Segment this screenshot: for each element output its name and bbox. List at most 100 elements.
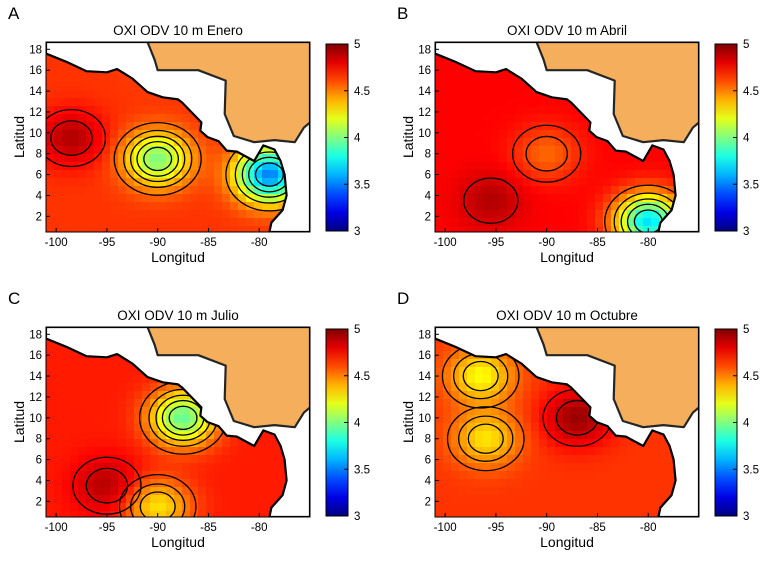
heatmap-cell xyxy=(539,479,548,488)
heatmap-cell xyxy=(515,391,524,400)
heatmap-cell xyxy=(158,114,167,123)
heatmap-cell xyxy=(54,106,63,115)
heatmap-cell xyxy=(467,210,476,219)
heatmap-cell xyxy=(595,495,604,504)
heatmap-cell xyxy=(515,503,524,512)
colorbar-tick-label: 3 xyxy=(743,511,749,523)
heatmap-cell xyxy=(238,210,247,219)
heatmap-cell xyxy=(270,447,279,456)
heatmap-cell xyxy=(102,74,111,83)
heatmap-cell xyxy=(166,463,175,472)
heatmap-cell xyxy=(547,439,556,448)
heatmap-cell xyxy=(78,122,87,131)
heatmap-cell xyxy=(238,186,247,195)
heatmap-cell xyxy=(515,186,524,195)
heatmap-cell xyxy=(94,487,103,496)
heatmap-cell xyxy=(102,98,111,107)
heatmap-cell xyxy=(78,447,87,456)
caribbean-field xyxy=(535,42,699,144)
heatmap-cell xyxy=(62,447,71,456)
heatmap-cell xyxy=(174,218,183,227)
heatmap-cell xyxy=(198,439,207,448)
heatmap-cell xyxy=(531,495,540,504)
heatmap-cell xyxy=(262,186,271,195)
heatmap-cell xyxy=(475,74,484,83)
heatmap-cell xyxy=(166,439,175,448)
heatmap-cell xyxy=(262,495,271,504)
heatmap-cell xyxy=(587,178,596,187)
heatmap-cell xyxy=(539,391,548,400)
heatmap-cell xyxy=(110,423,119,432)
y-tick-label: 12 xyxy=(418,107,431,119)
heatmap-cell xyxy=(246,218,255,227)
heatmap-cell xyxy=(150,194,159,203)
heatmap-cell xyxy=(483,186,492,195)
heatmap-cell xyxy=(459,162,468,171)
heatmap-cell xyxy=(531,503,540,512)
heatmap-cell xyxy=(435,343,444,352)
heatmap-cell xyxy=(230,162,239,171)
heatmap-cell xyxy=(499,455,508,464)
heatmap-cell xyxy=(659,154,668,163)
heatmap-cell xyxy=(230,447,239,456)
heatmap-cell xyxy=(507,146,516,155)
heatmap-cell xyxy=(491,218,500,227)
heatmap-cell xyxy=(587,202,596,211)
heatmap-cell xyxy=(118,391,127,400)
heatmap-cell xyxy=(102,162,111,171)
heatmap-cell xyxy=(563,106,572,115)
heatmap-cell xyxy=(174,138,183,147)
heatmap-cell xyxy=(515,194,524,203)
heatmap-cell xyxy=(214,202,223,211)
contour-line xyxy=(85,467,129,504)
heatmap-cell xyxy=(459,351,468,360)
heatmap-cell xyxy=(435,122,444,131)
heatmap-cell xyxy=(70,226,79,232)
heatmap-cell xyxy=(102,503,111,512)
heatmap-cell xyxy=(46,487,55,496)
panel-a: A OXI ODV 10 m Enero -100 -95 -90 -85 -80 2 4 6 8 1… xyxy=(0,0,389,285)
heatmap-cell xyxy=(54,375,63,384)
heatmap-cell xyxy=(563,423,572,432)
x-tick-label: -90 xyxy=(149,237,166,249)
heatmap-cell xyxy=(102,154,111,163)
heatmap-cell xyxy=(603,194,612,203)
heatmap-cell xyxy=(531,407,540,416)
heatmap-cell xyxy=(230,463,239,472)
heatmap-cell xyxy=(142,146,151,155)
heatmap-cell xyxy=(62,503,71,512)
heatmap-cell xyxy=(459,218,468,227)
heatmap-cell xyxy=(134,511,143,517)
heatmap-cell xyxy=(110,471,119,480)
heatmap-cell xyxy=(483,503,492,512)
heatmap-cell xyxy=(555,162,564,171)
heatmap-cell xyxy=(531,170,540,179)
heatmap-cell xyxy=(539,162,548,171)
heatmap-cell xyxy=(491,186,500,195)
heatmap-cell xyxy=(627,194,636,203)
heatmap-cell xyxy=(531,415,540,424)
heatmap-cell xyxy=(110,178,119,187)
heatmap-cell xyxy=(46,138,55,147)
heatmap-cell xyxy=(483,375,492,384)
heatmap-cell xyxy=(507,383,516,392)
heatmap-cell xyxy=(238,447,247,456)
heatmap-cell xyxy=(222,226,231,232)
heatmap-cell xyxy=(523,98,532,107)
heatmap-cell xyxy=(134,439,143,448)
heatmap-cell xyxy=(110,210,119,219)
heatmap-cell xyxy=(70,154,79,163)
heatmap-cell xyxy=(443,407,452,416)
heatmap-cell xyxy=(499,114,508,123)
heatmap-cell xyxy=(254,170,263,179)
x-tick-label: -80 xyxy=(251,237,268,249)
heatmap-cell xyxy=(611,447,620,456)
heatmap-cell xyxy=(182,210,191,219)
heatmap-cell xyxy=(254,218,263,227)
heatmap-cell xyxy=(435,471,444,480)
heatmap-cell xyxy=(499,391,508,400)
heatmap-cell xyxy=(166,154,175,163)
heatmap-cell xyxy=(214,431,223,440)
heatmap-cell xyxy=(459,130,468,139)
heatmap-cell xyxy=(190,114,199,123)
